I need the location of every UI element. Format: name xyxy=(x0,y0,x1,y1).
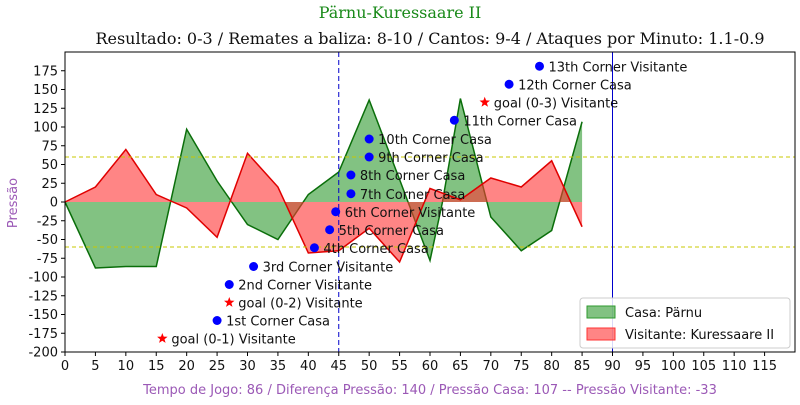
series-area-0 xyxy=(65,98,583,268)
annotation-label-2: goal (0-2) Visitante xyxy=(238,297,362,312)
y-tick-label-12: 100 xyxy=(33,121,58,136)
legend-label-1: Visitante: Kuressaare II xyxy=(625,328,774,343)
y-tick-label-13: 125 xyxy=(33,102,58,117)
x-tick-label-14: 70 xyxy=(483,359,500,374)
chart-subtitle: Resultado: 0-3 / Remates a baliza: 8-10 … xyxy=(95,29,764,48)
y-tick-label-7: -25 xyxy=(37,214,58,229)
y-tick-label-5: -75 xyxy=(37,252,58,267)
annotation-label-9: 8th Corner Casa xyxy=(360,169,465,184)
y-axis-label: Pressão xyxy=(6,178,21,228)
x-tick-label-2: 10 xyxy=(118,359,135,374)
corner-marker-15 xyxy=(535,61,544,71)
y-tick-label-8: 0 xyxy=(50,196,58,211)
x-tick-label-20: 100 xyxy=(661,359,686,374)
y-tick-label-14: 150 xyxy=(33,83,58,98)
x-axis-label: Tempo de Jogo: 86 / Diferença Pressão: 1… xyxy=(142,383,717,398)
annotation-label-7: 6th Corner Visitante xyxy=(345,206,476,221)
corner-marker-1 xyxy=(212,316,222,325)
legend-label-0: Casa: Pärnu xyxy=(625,306,702,321)
corner-marker-4 xyxy=(249,262,259,271)
annotation-label-10: 9th Corner Casa xyxy=(378,151,483,166)
x-tick-label-0: 0 xyxy=(61,359,69,374)
y-tick-label-1: -175 xyxy=(28,327,58,342)
legend-box xyxy=(579,297,791,349)
annotation-label-4: 3rd Corner Visitante xyxy=(263,261,394,276)
corner-marker-12 xyxy=(449,115,459,125)
y-tick-label-15: 175 xyxy=(33,64,58,79)
goal-marker-13 xyxy=(479,96,490,107)
x-tick-label-5: 25 xyxy=(209,359,226,374)
x-tick-label-15: 75 xyxy=(513,359,530,374)
corner-marker-9 xyxy=(346,170,356,180)
x-tick-label-1: 5 xyxy=(91,359,99,374)
x-tick-label-3: 15 xyxy=(148,359,165,374)
y-tick-label-4: -100 xyxy=(28,271,58,286)
annotation-label-14: 12th Corner Casa xyxy=(518,78,632,93)
y-tick-label-9: 25 xyxy=(41,177,58,192)
goal-marker-2 xyxy=(224,297,235,307)
x-tick-label-7: 35 xyxy=(270,359,287,374)
corner-marker-3 xyxy=(224,280,234,289)
series-area-1 xyxy=(65,149,583,262)
y-tick-label-2: -150 xyxy=(28,308,58,323)
x-tick-label-13: 65 xyxy=(452,359,469,374)
corner-marker-5 xyxy=(309,243,319,253)
corner-marker-8 xyxy=(346,189,356,199)
x-tick-label-23: 115 xyxy=(752,359,777,374)
series-line-1 xyxy=(64,148,583,264)
y-tick-label-3: -125 xyxy=(28,289,58,304)
y-tick-label-11: 75 xyxy=(41,139,58,154)
x-tick-label-9: 45 xyxy=(330,359,347,374)
x-tick-label-6: 30 xyxy=(239,359,256,374)
legend: Casa: Pärnu Visitante: Kuressaare II xyxy=(579,297,791,349)
corner-marker-7 xyxy=(331,207,341,217)
x-tick-label-17: 85 xyxy=(574,359,591,374)
x-tick-label-12: 60 xyxy=(422,359,439,374)
annotation-label-1: 1st Corner Casa xyxy=(226,315,330,330)
annotation-label-6: 5th Corner Casa xyxy=(339,224,444,239)
corner-marker-6 xyxy=(325,225,335,235)
legend-swatch-1 xyxy=(586,327,616,341)
annotation-label-3: 2nd Corner Visitante xyxy=(238,279,372,294)
x-tick-label-11: 55 xyxy=(391,359,408,374)
annotation-label-13: goal (0-3) Visitante xyxy=(494,96,618,111)
annotation-label-5: 4th Corner Casa xyxy=(323,242,428,257)
legend-swatch-0 xyxy=(586,305,616,319)
x-tick-label-19: 95 xyxy=(635,359,652,374)
chart-title: Pärnu-Kuressaare II xyxy=(319,3,482,22)
corner-marker-10 xyxy=(364,152,374,162)
y-tick-label-6: -50 xyxy=(37,233,58,248)
annotation-label-0: goal (0-1) Visitante xyxy=(171,333,295,348)
x-tick-label-16: 80 xyxy=(543,359,560,374)
annotation-label-11: 10th Corner Casa xyxy=(378,133,492,148)
annotation-label-15: 13th Corner Visitante xyxy=(549,60,688,75)
x-tick-label-22: 110 xyxy=(722,359,747,374)
annotation-label-8: 7th Corner Casa xyxy=(360,188,465,203)
corner-marker-11 xyxy=(364,134,374,144)
corner-marker-14 xyxy=(504,79,514,89)
y-tick-label-10: 50 xyxy=(41,158,58,173)
x-tick-label-10: 50 xyxy=(361,359,378,374)
plot-area: goal (0-1) Visitante 1st Corner Casa goal … xyxy=(28,51,796,374)
x-tick-label-21: 105 xyxy=(691,359,716,374)
x-tick-label-18: 90 xyxy=(604,359,621,374)
annotation-label-12: 11th Corner Casa xyxy=(463,114,577,129)
x-tick-label-8: 40 xyxy=(300,359,317,374)
y-tick-label-0: -200 xyxy=(28,346,58,361)
x-tick-label-4: 20 xyxy=(178,359,195,374)
goal-marker-0 xyxy=(157,333,168,343)
